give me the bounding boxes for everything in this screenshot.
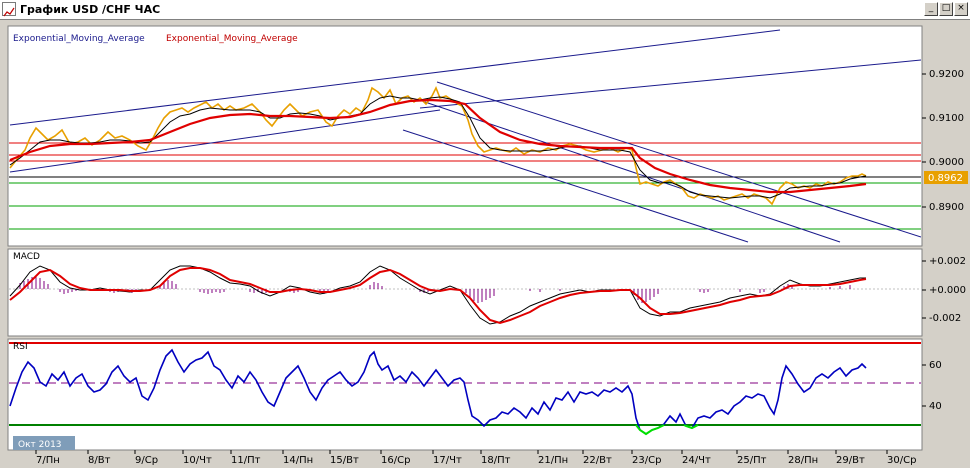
x-tick-14: 25/Пт	[737, 455, 767, 466]
current-price-badge	[924, 171, 968, 184]
macd-panel[interactable]	[7, 248, 923, 337]
legend-ema-slow: Exponential_Moving_Average	[166, 34, 298, 44]
legend-ema-fast: Exponential_Moving_Average	[13, 34, 145, 44]
x-tick-11: 22/Вт	[583, 455, 612, 466]
macd-tick-plus: +0.002	[929, 256, 966, 267]
x-tick-3: 10/Чт	[183, 455, 212, 466]
x-tick-5: 14/Пн	[283, 455, 313, 466]
downtrend-channel-middle[interactable]	[424, 101, 841, 243]
ema-slow-line[interactable]	[9, 98, 867, 194]
x-tick-13: 24/Чт	[682, 455, 711, 466]
month-badge	[13, 436, 75, 450]
chart-area[interactable]: Exponential_Moving_Average Exponential_M…	[0, 19, 970, 468]
rsi-panel[interactable]	[7, 338, 923, 451]
chart-glyph-icon	[3, 7, 15, 17]
time-axis	[35, 450, 888, 454]
trend-line-long[interactable]	[419, 59, 921, 109]
window-title: График USD /CHF ЧАС	[20, 3, 161, 16]
chart-window-icon	[2, 2, 16, 17]
macd-label: MACD	[13, 252, 40, 262]
rsi-tick-60: 60	[929, 360, 942, 371]
x-tick-12: 23/Ср	[632, 455, 661, 466]
rsi-oversold-highlight[interactable]	[635, 424, 665, 436]
price-tick-0.9200: 0.9200	[929, 69, 964, 80]
x-tick-8: 17/Чт	[433, 455, 462, 466]
macd-signal-line[interactable]	[9, 267, 867, 325]
downtrend-channel-upper[interactable]	[436, 81, 921, 238]
x-tick-9: 18/Пт	[481, 455, 511, 466]
x-tick-15: 28/Пн	[788, 455, 818, 466]
x-tick-16: 29/Вт	[836, 455, 865, 466]
x-tick-7: 16/Ср	[381, 455, 410, 466]
price-tick-0.9000: 0.9000	[929, 157, 964, 168]
current-price-value: 0.8962	[928, 173, 963, 184]
title-bar[interactable]: График USD /CHF ЧАС _ □ ×	[0, 0, 970, 20]
downtrend-channel-lower[interactable]	[402, 129, 749, 243]
uptrend-channel-lower[interactable]	[9, 109, 441, 173]
x-tick-4: 11/Пт	[231, 455, 261, 466]
price-series-line[interactable]	[9, 86, 867, 206]
price-tick-0.9100: 0.9100	[929, 113, 964, 124]
macd-tick-zero: +0.000	[929, 285, 966, 296]
rsi-label: RSI	[13, 342, 28, 352]
x-tick-6: 15/Вт	[330, 455, 359, 466]
rsi-oversold-highlight-2[interactable]	[683, 424, 699, 430]
macd-tick-minus: -0.002	[929, 313, 961, 324]
x-tick-10: 21/Пн	[538, 455, 568, 466]
rsi-line[interactable]	[9, 348, 867, 435]
main-price-panel[interactable]	[7, 25, 923, 247]
minimize-button[interactable]: _	[924, 2, 938, 16]
maximize-button[interactable]: □	[939, 2, 953, 16]
uptrend-channel-upper[interactable]	[9, 29, 781, 126]
x-tick-0: 7/Пн	[36, 455, 60, 466]
x-tick-1: 8/Вт	[88, 455, 111, 466]
month-label: Окт 2013	[18, 440, 62, 450]
x-tick-17: 30/Ср	[887, 455, 916, 466]
close-button[interactable]: ×	[954, 2, 968, 16]
rsi-tick-40: 40	[929, 401, 942, 412]
price-tick-0.8900: 0.8900	[929, 202, 964, 213]
x-tick-2: 9/Ср	[135, 455, 158, 466]
